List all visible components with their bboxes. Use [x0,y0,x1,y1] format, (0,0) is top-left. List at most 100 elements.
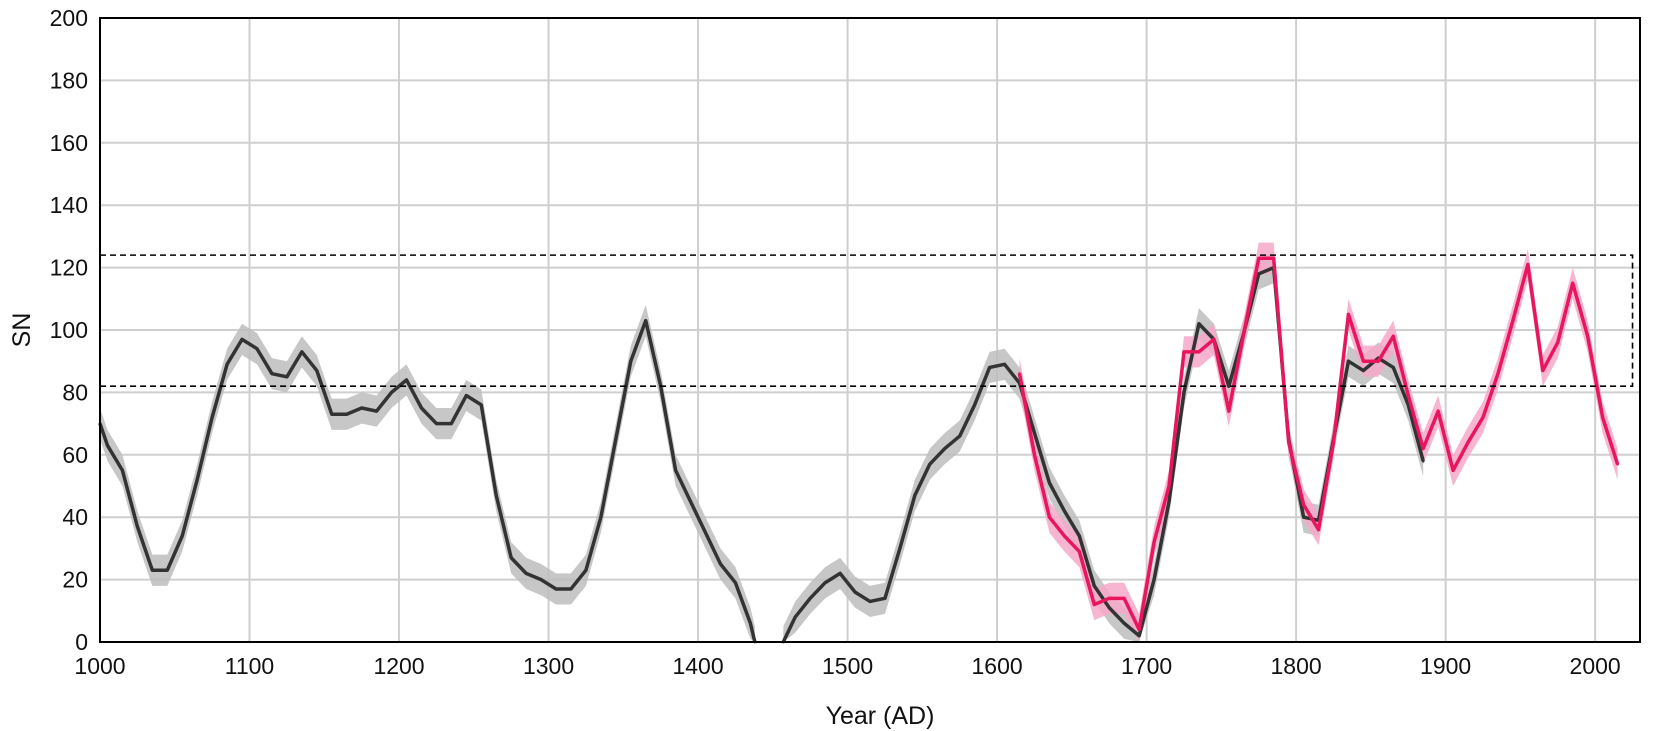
series-0-point [464,394,468,397]
series-1-point [1616,462,1619,466]
y-tick-label: 200 [50,5,88,31]
series-0-point [121,469,124,472]
y-tick-labels: 0 20 40 60 80 100 120 140 160 180 200 [50,5,88,655]
series-0-point [793,615,797,619]
series-0-point [973,403,977,407]
series-0-point [988,366,992,369]
series-0-point [1182,391,1186,394]
series-1-point [1257,256,1261,260]
series-0-point [689,500,692,503]
x-tick-label: 1900 [1420,653,1471,679]
series-0-point [958,434,962,438]
series-0-point [195,478,199,482]
series-0-point [1167,500,1171,503]
y-tick-label: 180 [50,67,88,93]
series-0-point [883,596,887,600]
series-1-point [1167,484,1171,488]
series-0-point [375,409,379,413]
series-0-point [210,415,214,419]
series-0-point [748,621,752,625]
series-0-point [1122,621,1126,625]
series-0-line-1 [781,265,1425,643]
series-0-point [823,581,827,585]
y-tick-label: 160 [50,130,88,156]
series-1-point [1571,281,1575,285]
series-1-point [1048,515,1051,519]
x-tick-label: 1100 [225,653,274,679]
series-1-point [1481,415,1485,419]
series-0-point [554,587,558,591]
series-1-point [1406,394,1410,397]
series-0-point [1391,366,1395,369]
y-tick-label: 0 [75,629,88,655]
x-tick-label: 1700 [1121,653,1172,679]
series-0-point [1062,509,1066,513]
series-0-point [330,412,334,416]
series-0-point [240,337,244,341]
series-0-point [614,437,618,441]
series-1-point [1092,603,1096,606]
series-1-point [1182,350,1186,354]
series-0-point [1197,322,1201,326]
series-0-point [808,596,812,600]
series-0-point [734,581,737,585]
y-tick-label: 80 [62,379,88,405]
y-tick-label: 100 [50,317,88,343]
series-1-point [1122,596,1126,600]
series-0-point [1092,584,1096,588]
x-tick-label: 1200 [373,653,424,679]
series-1-point [1466,440,1470,444]
series-1-point [1436,409,1440,413]
series-1-point [1287,440,1291,444]
x-tick-label: 1800 [1271,653,1322,679]
series-1-point [1541,369,1545,372]
series-1-point [1347,313,1350,316]
series-0-point [165,568,169,572]
series-0-point [524,571,528,575]
series-0-point [674,469,678,472]
series-1-point [1317,528,1320,532]
series-0-point [1361,369,1365,372]
series-0-point [704,531,707,535]
x-tick-label: 1000 [74,653,125,679]
series-0-point [1107,606,1111,610]
series-0-point [270,372,274,376]
y-tick-label: 120 [50,255,88,281]
series-0-point [1137,634,1141,638]
series-1-point [1361,359,1365,363]
series-1-point [1197,350,1201,354]
series-0-point [644,319,648,323]
series-0-point [479,403,483,407]
series-lines [98,256,1620,644]
x-tick-label: 1500 [822,653,873,679]
plot-frame [99,17,1641,643]
series-0-point [1227,384,1231,388]
series-0-point [1257,272,1261,276]
series-1-point [1302,503,1305,507]
series-1-point [1586,334,1590,338]
series-0-point [1048,481,1051,485]
series-0-point [300,350,304,354]
series-1-point [1077,550,1081,553]
series-0-point [494,493,498,497]
series-1-point [1376,359,1380,363]
series-1-point [1391,334,1395,338]
x-tick-labels: 1000 1100 1200 1300 1400 1500 1600 1700 1800 1900… [74,653,1620,679]
series-0-point [943,447,947,450]
series-0-point [225,362,229,366]
series-1-point [1272,256,1276,260]
y-tick-label: 60 [62,442,88,468]
series-1-point [1451,469,1455,472]
x-tick-label: 2000 [1570,653,1621,679]
series-0-point [449,422,453,425]
series-0-point [719,562,722,566]
series-0-point [569,587,573,591]
series-0-point [315,369,319,372]
series-0-point [1152,578,1156,581]
series-1-point [1152,540,1156,544]
series-0-point [629,359,633,363]
series-0-point [509,556,513,560]
series-0-point [1003,362,1006,366]
series-0-point [285,375,289,379]
series-0-point [390,391,393,394]
